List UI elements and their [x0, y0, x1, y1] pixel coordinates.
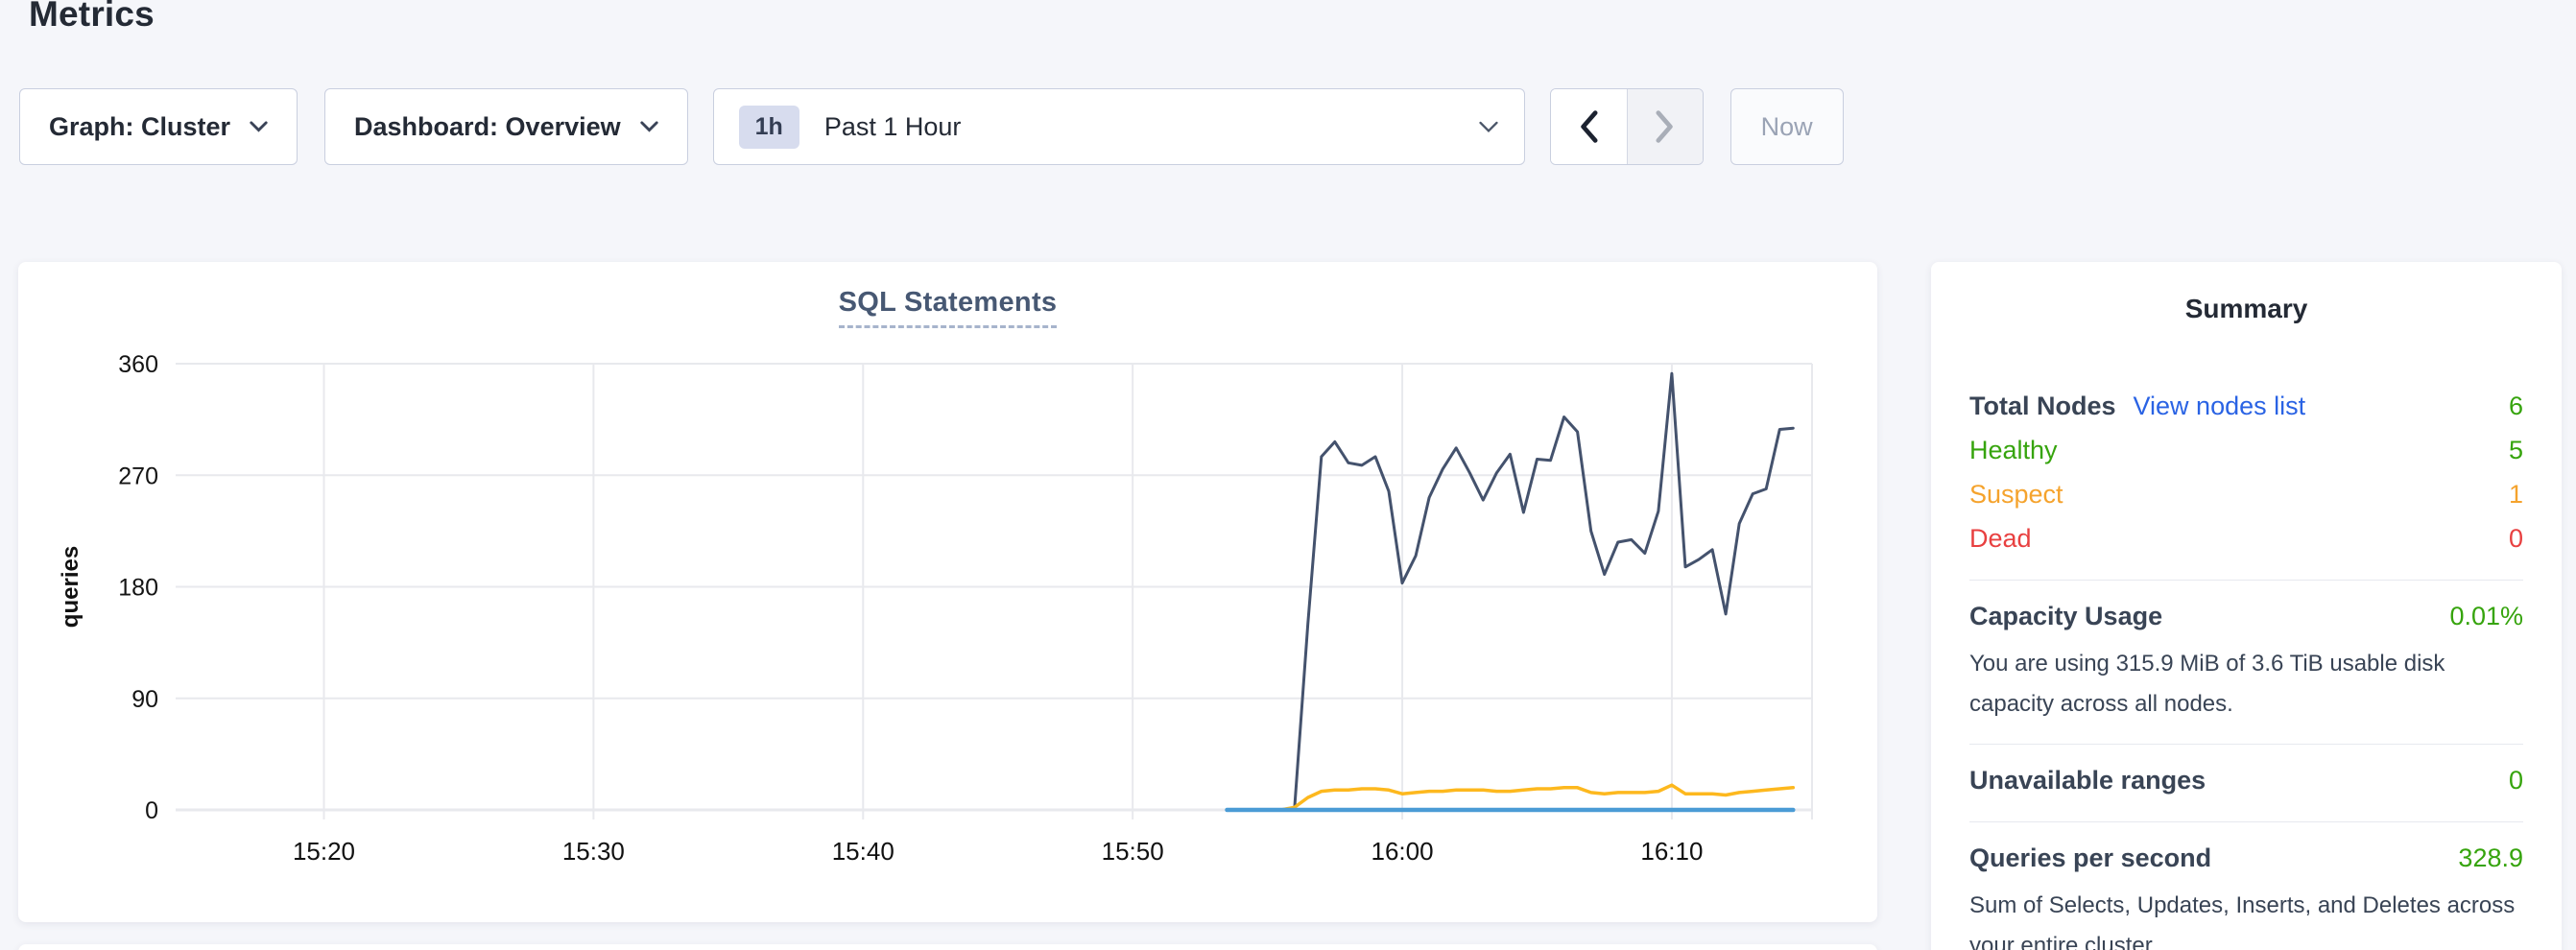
svg-text:15:20: 15:20: [293, 837, 355, 866]
unavailable-ranges-label: Unavailable ranges: [1969, 766, 2206, 795]
summary-title: Summary: [2184, 294, 2308, 323]
svg-text:0: 0: [145, 797, 158, 824]
next-time-button[interactable]: [1626, 89, 1703, 164]
summary-row-dead: Dead 0: [1969, 516, 2523, 560]
sql-statements-chart[interactable]: 0 90 180 270 360 15:20 15:30 15:40 15:50 16:00 16:…: [18, 262, 1877, 922]
capacity-usage-description: You are using 315.9 MiB of 3.6 TiB usabl…: [1969, 651, 2445, 717]
summary-row-capacity: Capacity Usage 0.01%: [1969, 594, 2523, 638]
svg-text:360: 360: [118, 351, 158, 378]
dashboard-dropdown[interactable]: Dashboard: Overview: [324, 88, 688, 165]
svg-text:queries: queries: [58, 546, 83, 628]
summary-row-total-nodes: Total Nodes View nodes list 6: [1969, 384, 2523, 428]
time-window-label: Past 1 Hour: [823, 111, 962, 141]
summary-panel: Summary Total Nodes View nodes list 6 He…: [1931, 262, 2562, 950]
chevron-down-icon: [250, 121, 268, 132]
prev-time-button[interactable]: [1550, 89, 1627, 164]
healthy-label: Healthy: [1969, 436, 2058, 464]
qps-label: Queries per second: [1969, 843, 2212, 872]
total-nodes-label: Total Nodes: [1969, 392, 2116, 420]
healthy-value: 5: [2508, 436, 2523, 464]
suspect-value: 1: [2508, 480, 2523, 509]
unavailable-ranges-value: 0: [2508, 766, 2523, 795]
dead-label: Dead: [1969, 524, 2032, 553]
svg-text:15:50: 15:50: [1102, 837, 1164, 866]
graph-dropdown[interactable]: Graph: Cluster: [19, 88, 298, 165]
time-pager: [1549, 88, 1704, 165]
dead-value: 0: [2508, 524, 2523, 553]
divider: [1969, 580, 2523, 581]
chevron-down-icon: [639, 121, 658, 132]
svg-text:180: 180: [118, 575, 158, 602]
view-nodes-list-link[interactable]: View nodes list: [2133, 392, 2306, 420]
chart-title-wrap: SQL Statements: [18, 287, 1877, 328]
capacity-usage-value: 0.01%: [2449, 602, 2523, 630]
qps-value: 328.9: [2458, 843, 2523, 872]
page-title: Metrics: [29, 0, 155, 34]
summary-row-suspect: Suspect 1: [1969, 472, 2523, 516]
divider: [1969, 821, 2523, 822]
svg-text:16:10: 16:10: [1640, 837, 1703, 866]
now-button[interactable]: Now: [1729, 88, 1844, 165]
svg-text:15:40: 15:40: [832, 837, 894, 866]
chevron-down-icon: [1478, 121, 1499, 133]
time-window-badge: 1h: [738, 105, 799, 149]
next-chart-card-partial: [18, 944, 1877, 950]
sql-statements-chart-card: SQL Statements 0 90 180 270 360 15:20 15:30 15:…: [18, 262, 1877, 922]
time-range-dropdown[interactable]: 1h Past 1 Hour: [712, 88, 1525, 165]
total-nodes-value: 6: [2508, 392, 2523, 420]
dashboard-dropdown-label: Dashboard: Overview: [354, 111, 621, 141]
summary-row-unavailable-ranges: Unavailable ranges 0: [1969, 758, 2523, 802]
qps-description: Sum of Selects, Updates, Inserts, and De…: [1969, 892, 2516, 950]
toolbar: Graph: Cluster Dashboard: Overview 1h Pa…: [19, 88, 1844, 165]
summary-row-qps: Queries per second 328.9: [1969, 836, 2523, 880]
svg-text:16:00: 16:00: [1371, 837, 1434, 866]
svg-text:15:30: 15:30: [562, 837, 625, 866]
capacity-usage-label: Capacity Usage: [1969, 602, 2163, 630]
svg-text:90: 90: [131, 686, 158, 713]
divider: [1969, 744, 2523, 745]
graph-dropdown-label: Graph: Cluster: [49, 111, 231, 141]
chevron-right-icon: [1656, 110, 1673, 143]
svg-text:270: 270: [118, 463, 158, 489]
chevron-left-icon: [1581, 110, 1598, 143]
chart-title[interactable]: SQL Statements: [838, 287, 1058, 328]
summary-row-healthy: Healthy 5: [1969, 428, 2523, 472]
suspect-label: Suspect: [1969, 480, 2063, 509]
